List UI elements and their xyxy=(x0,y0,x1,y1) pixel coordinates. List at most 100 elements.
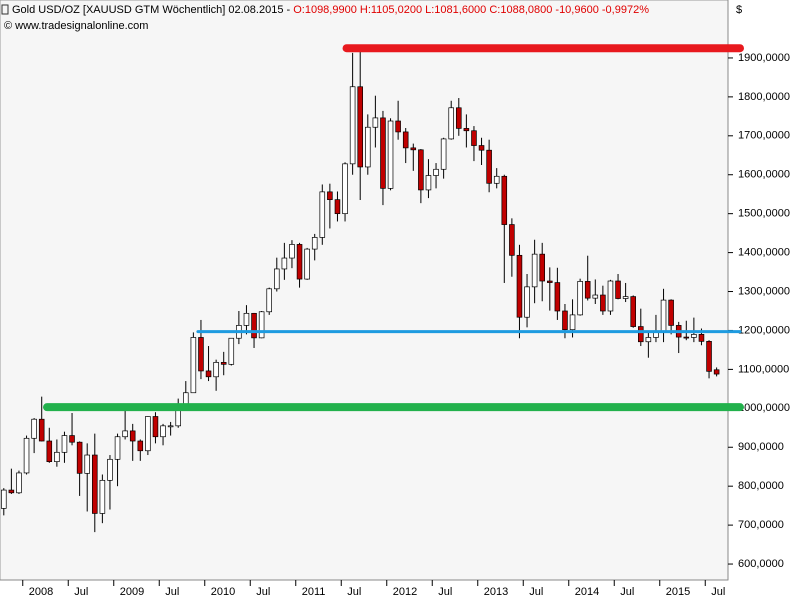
candle-body xyxy=(349,86,356,165)
x-tick-label: Jul xyxy=(74,586,88,598)
candle-body xyxy=(114,436,121,460)
candle-body xyxy=(327,191,333,201)
candle-body xyxy=(69,435,75,443)
candle-body xyxy=(31,418,37,439)
y-tick-label: 1500,0000 xyxy=(738,208,790,220)
header: Gold USD/OZ [XAUUSD GTM Wöchentlich] 02.… xyxy=(12,4,649,16)
candle-body xyxy=(160,425,166,438)
candle-body xyxy=(296,244,303,280)
x-tick-label: 2009 xyxy=(120,586,144,598)
candle-body xyxy=(584,281,591,299)
candle-body xyxy=(46,440,53,463)
candle-body xyxy=(198,337,204,372)
candle-body xyxy=(607,280,614,312)
candle-body xyxy=(54,451,60,463)
x-tick-label: 2010 xyxy=(211,586,235,598)
quote: O:1098,9900 H:1105,0200 L:1081,6000 C:10… xyxy=(293,4,649,16)
candle-body xyxy=(38,418,45,442)
candle-body xyxy=(365,126,371,168)
candle-body xyxy=(425,175,432,191)
candle-body xyxy=(531,253,538,288)
title: Gold USD/OZ [XAUUSD GTM Wöchentlich] 02.… xyxy=(12,4,290,16)
candle-body xyxy=(342,163,348,215)
candle-body xyxy=(660,299,667,332)
candle-body xyxy=(281,257,288,270)
candle-body xyxy=(577,281,583,316)
candle-body xyxy=(387,120,394,189)
candle-body xyxy=(698,334,705,342)
candle-body xyxy=(205,370,212,378)
candle-body xyxy=(638,326,644,343)
candle-body xyxy=(61,435,68,453)
candle-body xyxy=(478,145,485,151)
candle-body xyxy=(99,479,106,514)
y-tick-label: 1900,0000 xyxy=(738,52,790,64)
candle-body xyxy=(319,191,326,238)
x-tick-label: Jul xyxy=(347,586,361,598)
candle-body xyxy=(23,437,30,474)
candle-body xyxy=(501,175,508,225)
x-tick-label: Jul xyxy=(620,586,634,598)
candle-body xyxy=(456,107,462,129)
candle-body xyxy=(539,253,545,282)
candle-body xyxy=(84,454,90,474)
candle-body xyxy=(691,334,697,338)
x-tick-label: 2013 xyxy=(484,586,508,598)
candle-body xyxy=(402,131,409,149)
candle-body xyxy=(145,416,151,452)
x-tick-label: 2008 xyxy=(29,586,53,598)
y-tick-label: 1100,0000 xyxy=(738,363,789,375)
candle-body xyxy=(311,237,318,250)
candle-body xyxy=(448,107,454,140)
x-tick-label: Jul xyxy=(711,586,725,598)
candle-body xyxy=(304,248,310,280)
candle-body xyxy=(92,454,98,514)
candle-body xyxy=(8,489,15,494)
candle-body xyxy=(122,430,128,438)
candle-body xyxy=(683,336,690,339)
candle-body xyxy=(228,337,235,365)
y-tick-label: 700,0000 xyxy=(738,519,784,531)
candle-body xyxy=(668,299,674,326)
x-tick-label: Jul xyxy=(438,586,452,598)
candle-body xyxy=(1,489,7,509)
y-tick-label: 600,0000 xyxy=(738,558,784,570)
candle-body xyxy=(509,224,515,256)
candle-body xyxy=(554,282,561,312)
candle-body xyxy=(395,120,401,133)
candle-body xyxy=(645,337,652,343)
candle-body xyxy=(562,310,568,331)
candle-body xyxy=(251,312,257,339)
x-tick-label: 2015 xyxy=(666,586,690,598)
y-tick-label: 1700,0000 xyxy=(738,130,790,142)
candle-body xyxy=(600,294,606,312)
y-tick-label: 1000,0000 xyxy=(738,402,790,414)
x-tick-label: Jul xyxy=(256,586,270,598)
icon xyxy=(1,4,9,15)
candle-body xyxy=(630,296,636,327)
candle-body xyxy=(213,362,219,378)
y-tick-label: 900,0000 xyxy=(738,441,784,453)
candle-body xyxy=(524,286,530,318)
candle-body xyxy=(410,147,417,151)
y-tick-label: 1400,0000 xyxy=(738,247,790,259)
candle-body xyxy=(615,280,621,299)
candle-body xyxy=(357,86,363,168)
y-tick-label: 800,0000 xyxy=(738,480,784,492)
source: © www.tradesignalonline.com xyxy=(4,20,148,32)
candle-body xyxy=(463,128,470,132)
candle-body xyxy=(190,337,197,394)
candle-body xyxy=(547,280,553,283)
y-tick-label: 1200,0000 xyxy=(738,324,790,336)
plot-area xyxy=(0,0,729,581)
candle-body xyxy=(516,254,523,318)
x-tick-label: 2011 xyxy=(302,586,326,598)
candle-body xyxy=(274,268,280,290)
candle-body xyxy=(706,341,712,372)
candle-body xyxy=(152,416,159,438)
candle-body xyxy=(137,440,144,452)
candle-body xyxy=(440,138,447,170)
candle-body xyxy=(713,369,720,375)
candle-body xyxy=(220,362,227,365)
